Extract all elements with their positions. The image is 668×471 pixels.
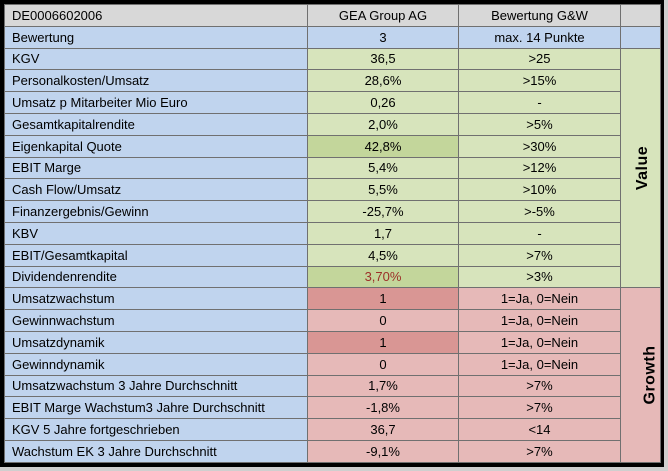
metric-criteria-cell: >10% — [458, 178, 621, 202]
metric-label-cell: Wachstum EK 3 Jahre Durchschnitt — [4, 439, 308, 464]
metric-label-cell: Cash Flow/Umsatz — [4, 178, 308, 202]
metric-row: EBIT/Gesamtkapital 4,5% >7% — [4, 243, 661, 267]
metric-label-cell: Umsatz p Mitarbeiter Mio Euro — [4, 91, 308, 114]
summary-criteria-cell: max. 14 Punkte — [458, 25, 621, 49]
metric-value-cell: 1,7% — [307, 374, 459, 398]
metric-value-cell: -1,8% — [307, 396, 459, 420]
metric-row: EBIT Marge 5,4% >12% — [4, 156, 661, 180]
metric-value-cell: 28,6% — [307, 69, 459, 93]
metric-row: Gewinndynamik 0 1=Ja, 0=Nein — [4, 352, 661, 376]
metric-criteria-cell: 1=Ja, 0=Nein — [458, 309, 621, 332]
metric-criteria-cell: >-5% — [458, 200, 621, 223]
metric-criteria-cell: >12% — [458, 156, 621, 180]
metric-row: Umsatzwachstum 3 Jahre Durchschnitt 1,7% >… — [4, 374, 661, 398]
metric-value-cell: -25,7% — [307, 200, 459, 223]
company-name-cell: GEA Group AG — [307, 4, 459, 27]
metric-criteria-cell: >7% — [458, 374, 621, 398]
metric-row: Umsatzdynamik 1 1=Ja, 0=Nein — [4, 330, 661, 354]
metric-row: KGV 5 Jahre fortgeschrieben 36,7 <14 — [4, 418, 661, 441]
metric-label-cell: Umsatzwachstum — [4, 287, 308, 311]
section-label-value: Value — [634, 145, 652, 191]
metric-value-cell: -9,1% — [307, 439, 459, 464]
metric-label-cell: Gewinndynamik — [4, 352, 308, 376]
summary-score-cell: 3 — [307, 25, 459, 49]
metric-criteria-cell: >25 — [458, 47, 621, 71]
metric-label-cell: KGV — [4, 47, 308, 71]
side-header-cell — [620, 4, 661, 27]
metric-label-cell: Dividendenrendite — [4, 265, 308, 289]
side-summary-cell — [620, 25, 661, 49]
metric-value-cell: 5,4% — [307, 156, 459, 180]
section-side-cell-growth: Growth — [620, 287, 661, 463]
metric-value-cell: 36,5 — [307, 47, 459, 71]
header-row: DE0006602006 GEA Group AG Bewertung G&W — [4, 4, 661, 27]
metric-label-cell: Umsatzdynamik — [4, 330, 308, 354]
section-label-growth: Growth — [641, 345, 659, 405]
metric-value-cell: 2,0% — [307, 112, 459, 136]
section-side-cell-value: Value — [620, 47, 661, 289]
metric-row: Personalkosten/Umsatz 28,6% >15% — [4, 69, 661, 93]
metric-criteria-cell: 1=Ja, 0=Nein — [458, 330, 621, 354]
metric-row: Wachstum EK 3 Jahre Durchschnitt -9,1% >7% — [4, 439, 661, 464]
metric-row: EBIT Marge Wachstum3 Jahre Durchschnitt -… — [4, 396, 661, 420]
metric-criteria-cell: >30% — [458, 134, 621, 158]
metric-criteria-cell: - — [458, 221, 621, 245]
metric-row: Cash Flow/Umsatz 5,5% >10% — [4, 178, 661, 202]
metric-criteria-cell: - — [458, 91, 621, 114]
metric-label-cell: Finanzergebnis/Gewinn — [4, 200, 308, 223]
metric-label-cell: KBV — [4, 221, 308, 245]
metric-row: KGV 36,5 >25 Value — [4, 47, 661, 289]
metric-criteria-cell: >7% — [458, 396, 621, 420]
stock-scorecard-table: DE0006602006 GEA Group AG Bewertung G&W … — [4, 4, 661, 464]
metric-value-cell: 1 — [307, 330, 459, 354]
metric-label-cell: EBIT/Gesamtkapital — [4, 243, 308, 267]
metric-row: Eigenkapital Quote 42,8% >30% — [4, 134, 661, 158]
rating-column-header: Bewertung G&W — [458, 4, 621, 27]
metric-criteria-cell: >3% — [458, 265, 621, 289]
metric-value-cell: 42,8% — [307, 134, 459, 158]
metric-value-cell: 36,7 — [307, 418, 459, 441]
metric-row: Umsatz p Mitarbeiter Mio Euro 0,26- — [4, 91, 661, 114]
metric-criteria-cell: >7% — [458, 439, 621, 464]
metric-value-cell: 1 — [307, 287, 459, 311]
isin-cell: DE0006602006 — [4, 4, 308, 27]
summary-row: Bewertung 3 max. 14 Punkte — [4, 25, 661, 49]
metric-value-cell: 3,70% — [307, 265, 459, 289]
metric-label-cell: EBIT Marge — [4, 156, 308, 180]
metric-label-cell: EBIT Marge Wachstum3 Jahre Durchschnitt — [4, 396, 308, 420]
metric-row: Gewinnwachstum 0 1=Ja, 0=Nein — [4, 309, 661, 332]
metric-value-cell: 4,5% — [307, 243, 459, 267]
metric-criteria-cell: >5% — [458, 112, 621, 136]
metric-value-cell: 1,7 — [307, 221, 459, 245]
metric-value-cell: 5,5% — [307, 178, 459, 202]
metric-label-cell: Gewinnwachstum — [4, 309, 308, 332]
metric-criteria-cell: 1=Ja, 0=Nein — [458, 287, 621, 311]
metric-row: Umsatzwachstum 1 1=Ja, 0=Nein Growth — [4, 287, 661, 463]
metric-label-cell: KGV 5 Jahre fortgeschrieben — [4, 418, 308, 441]
metric-label-cell: Personalkosten/Umsatz — [4, 69, 308, 93]
metric-label-cell: Umsatzwachstum 3 Jahre Durchschnitt — [4, 374, 308, 398]
metric-criteria-cell: 1=Ja, 0=Nein — [458, 352, 621, 376]
metric-criteria-cell: <14 — [458, 418, 621, 441]
metric-row: KBV 1,7- — [4, 221, 661, 245]
metric-value-cell: 0 — [307, 352, 459, 376]
metric-criteria-cell: >15% — [458, 69, 621, 93]
metric-value-cell: 0,26 — [307, 91, 459, 114]
metric-value-cell: 0 — [307, 309, 459, 332]
metric-criteria-cell: >7% — [458, 243, 621, 267]
metric-label-cell: Gesamtkapitalrendite — [4, 112, 308, 136]
metric-row: Gesamtkapitalrendite 2,0% >5% — [4, 112, 661, 136]
metric-row: Finanzergebnis/Gewinn -25,7% >-5% — [4, 200, 661, 223]
summary-label-cell: Bewertung — [4, 25, 308, 49]
metric-label-cell: Eigenkapital Quote — [4, 134, 308, 158]
metric-row: Dividendenrendite 3,70% >3% — [4, 265, 661, 289]
